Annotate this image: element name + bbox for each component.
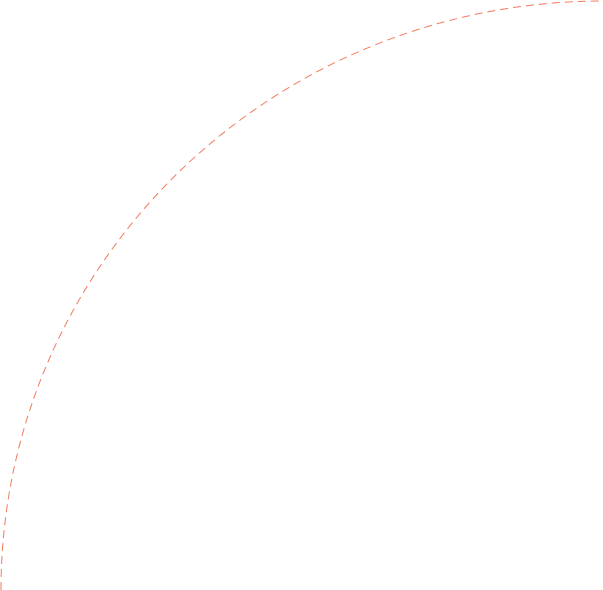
canvas <box>0 0 603 590</box>
page-body: (() => { const data = JSON.parse(documen… <box>0 0 603 590</box>
dashed-arc <box>0 0 603 590</box>
page: Arc {} html, body { margin: 0; padding: … <box>0 0 603 590</box>
